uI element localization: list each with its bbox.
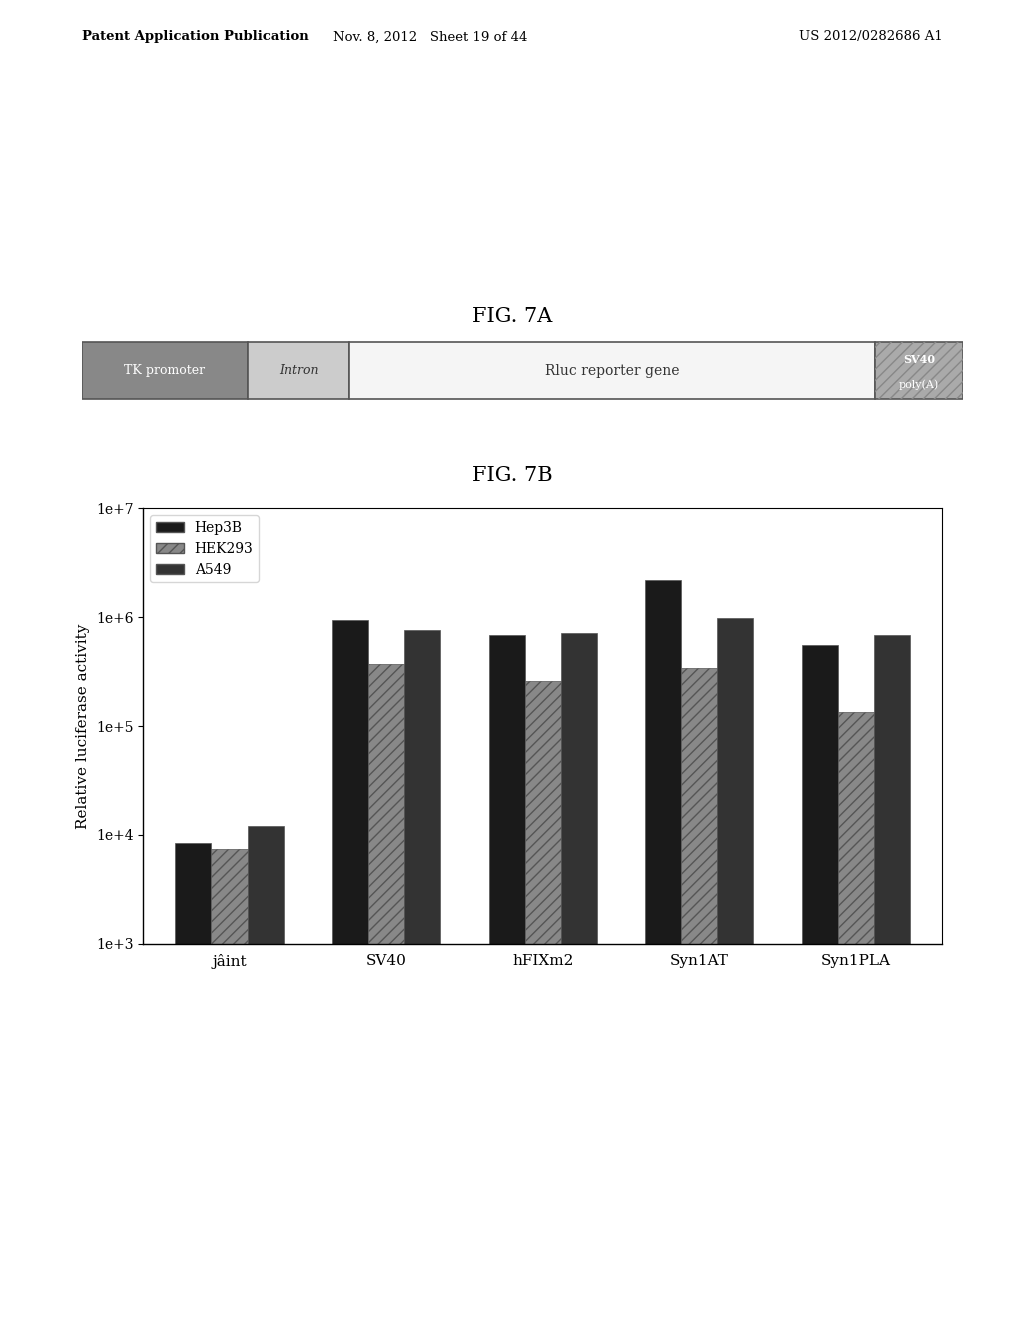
Bar (718, 618, 754, 1320)
Text: FIG. 7B: FIG. 7B (472, 466, 552, 484)
Bar (838, 711, 873, 1320)
Y-axis label: Relative luciferase activity: Relative luciferase activity (77, 623, 90, 829)
Text: Intron: Intron (279, 364, 318, 378)
Text: Nov. 8, 2012   Sheet 19 of 44: Nov. 8, 2012 Sheet 19 of 44 (333, 30, 527, 44)
Bar (175, 842, 212, 1320)
Bar (332, 619, 368, 1320)
Bar (802, 645, 838, 1320)
Bar (681, 668, 718, 1320)
Text: FIG. 7A: FIG. 7A (472, 308, 552, 326)
Bar (874, 342, 963, 400)
Text: poly(A): poly(A) (899, 380, 939, 391)
Legend: Hep3B, HEK293, A549: Hep3B, HEK293, A549 (151, 515, 259, 582)
Text: TK promoter: TK promoter (124, 364, 206, 378)
Bar (248, 342, 349, 400)
Bar (349, 342, 874, 400)
Text: Patent Application Publication: Patent Application Publication (82, 30, 308, 44)
Text: US 2012/0282686 A1: US 2012/0282686 A1 (799, 30, 942, 44)
Bar (645, 579, 681, 1320)
Bar (82, 342, 248, 400)
Bar (212, 849, 248, 1320)
Text: SV40: SV40 (903, 354, 935, 366)
Bar (874, 342, 963, 400)
Bar (873, 635, 910, 1320)
Bar (368, 664, 404, 1320)
Text: Rluc reporter gene: Rluc reporter gene (545, 364, 679, 378)
Bar (248, 826, 284, 1320)
Bar (404, 630, 440, 1320)
Bar (488, 635, 524, 1320)
Bar (524, 681, 561, 1320)
Bar (561, 634, 597, 1320)
